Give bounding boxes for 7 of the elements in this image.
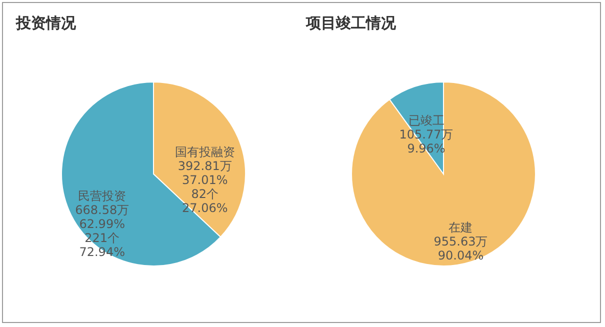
slice-label: 民营投资 (78, 189, 126, 204)
pie-slice (351, 82, 536, 266)
chart-title: 项目竣工情况 (305, 14, 397, 32)
slice-label: 在建 (448, 220, 473, 234)
chart-title: 投资情况 (15, 14, 77, 32)
data-label: 955.63万 90.04% (434, 234, 488, 262)
slice-label: 国有投融资 (174, 144, 235, 159)
